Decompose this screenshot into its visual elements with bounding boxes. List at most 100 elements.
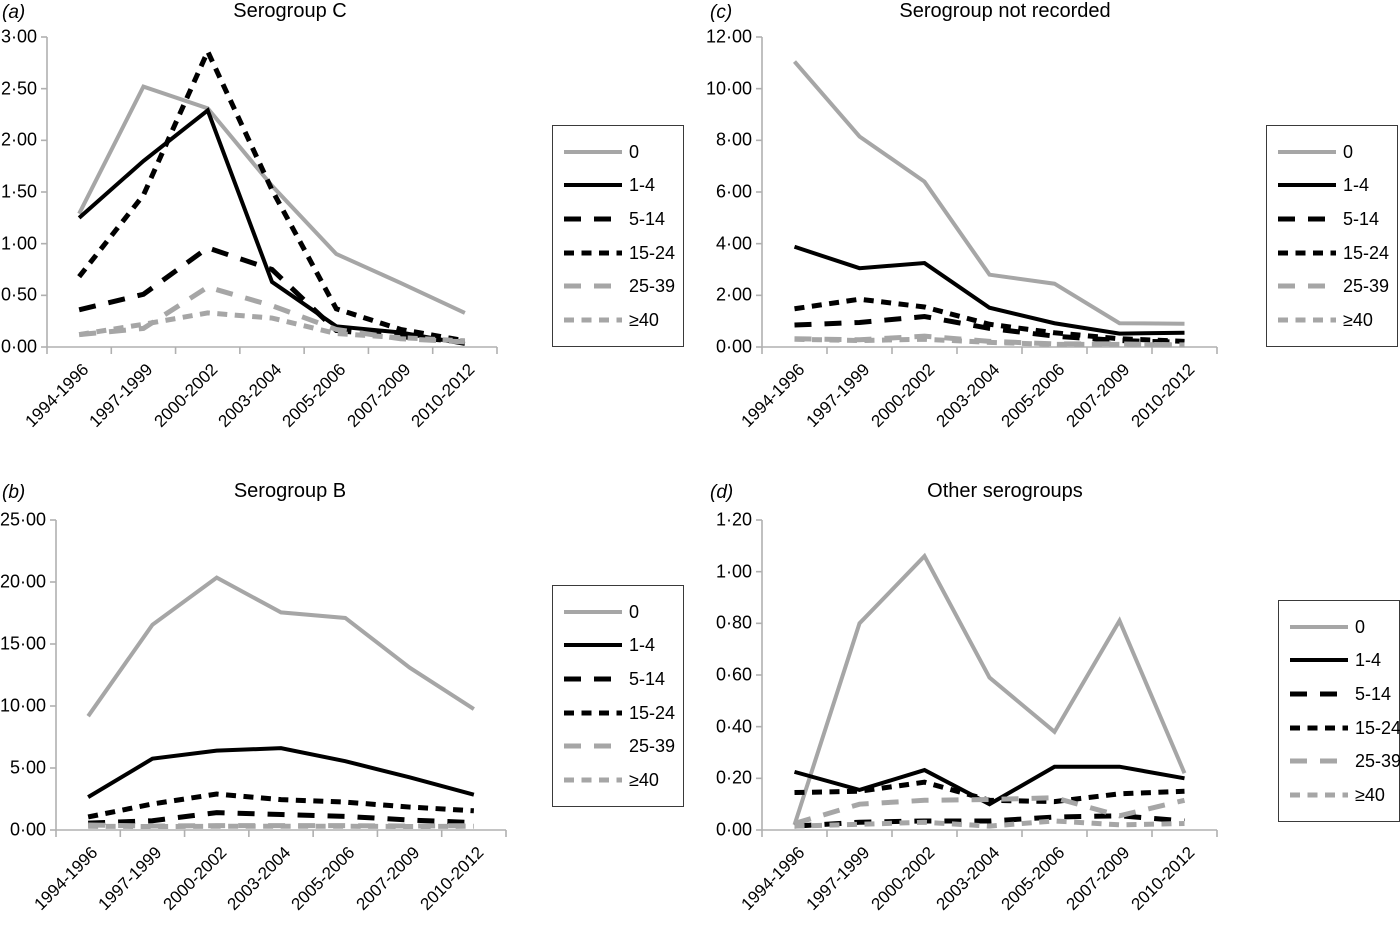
legend-label: ≥40	[626, 771, 659, 789]
legend-label: 0	[626, 603, 639, 621]
legend-label: 0	[626, 143, 639, 161]
legend-swatch-icon	[562, 279, 624, 293]
legend-label: 25-39	[1352, 752, 1400, 770]
legend-item-ge40[interactable]: ≥40	[1288, 782, 1393, 808]
legend-swatch-icon	[562, 605, 624, 619]
legend-swatch-icon	[562, 178, 624, 192]
legend-item-5-14[interactable]: 5-14	[562, 666, 677, 692]
legend-label: ≥40	[626, 311, 659, 329]
legend-label: 1-4	[1352, 651, 1381, 669]
legend-item-0[interactable]: 0	[1276, 139, 1391, 165]
legend-swatch-icon	[1276, 178, 1338, 192]
legend-swatch-icon	[1288, 754, 1350, 768]
legend-swatch-icon	[1276, 212, 1338, 226]
legend-label: 0	[1340, 143, 1353, 161]
y-tick-label: 1·00	[0, 233, 37, 254]
y-tick-label: 6·00	[700, 182, 752, 203]
legend-swatch-icon	[562, 212, 624, 226]
y-tick-label: 25·00	[0, 510, 46, 531]
legend-item-15-24[interactable]: 15-24	[1276, 240, 1391, 266]
legend-label: 15-24	[1352, 719, 1400, 737]
legend-item-1-4[interactable]: 1-4	[562, 172, 677, 198]
legend-swatch-icon	[562, 246, 624, 260]
legend-label: 5-14	[1352, 685, 1391, 703]
y-tick-label: 8·00	[700, 130, 752, 151]
legend-swatch-icon	[1276, 313, 1338, 327]
legend-d: 0 1-4 5-14 15-24 25-39 ≥40	[1278, 600, 1400, 822]
legend-a: 0 1-4 5-14 15-24 25-39 ≥40	[552, 125, 684, 347]
legend-item-0[interactable]: 0	[562, 139, 677, 165]
legend-item-15-24[interactable]: 15-24	[562, 700, 677, 726]
y-tick-label: 20·00	[0, 572, 46, 593]
series-line-0	[88, 578, 474, 717]
legend-swatch-icon	[562, 313, 624, 327]
y-tick-label: 2·00	[0, 130, 37, 151]
legend-swatch-icon	[1288, 653, 1350, 667]
series-line-0	[795, 62, 1185, 324]
y-tick-label: 10·00	[0, 696, 46, 717]
legend-item-25-39[interactable]: 25-39	[562, 733, 677, 759]
legend-item-1-4[interactable]: 1-4	[1276, 172, 1391, 198]
legend-swatch-icon	[1276, 279, 1338, 293]
legend-item-ge40[interactable]: ≥40	[562, 767, 677, 793]
legend-label: 25-39	[626, 737, 675, 755]
legend-swatch-icon	[562, 638, 624, 652]
y-tick-label: 0·00	[700, 337, 752, 358]
legend-label: 25-39	[626, 277, 675, 295]
legend-swatch-icon	[1276, 246, 1338, 260]
y-tick-label: 12·00	[700, 27, 752, 48]
y-tick-label: 0·00	[0, 820, 46, 841]
y-tick-label: 1·20	[700, 510, 752, 531]
legend-item-ge40[interactable]: ≥40	[562, 307, 677, 333]
legend-swatch-icon	[1288, 721, 1350, 735]
legend-c: 0 1-4 5-14 15-24 25-39 ≥40	[1266, 125, 1398, 347]
legend-swatch-icon	[562, 773, 624, 787]
legend-label: 15-24	[1340, 244, 1389, 262]
legend-swatch-icon	[1276, 145, 1338, 159]
legend-label: 1-4	[626, 636, 655, 654]
legend-label: 0	[1352, 618, 1365, 636]
legend-item-5-14[interactable]: 5-14	[562, 206, 677, 232]
y-tick-label: 2·00	[700, 285, 752, 306]
y-tick-label: 0·00	[700, 820, 752, 841]
legend-item-5-14[interactable]: 5-14	[1276, 206, 1391, 232]
y-tick-label: 4·00	[700, 233, 752, 254]
legend-item-5-14[interactable]: 5-14	[1288, 681, 1393, 707]
legend-item-15-24[interactable]: 15-24	[562, 240, 677, 266]
legend-swatch-icon	[562, 739, 624, 753]
y-tick-label: 0·50	[0, 285, 37, 306]
legend-item-0[interactable]: 0	[1288, 614, 1393, 640]
legend-label: 1-4	[626, 176, 655, 194]
y-tick-label: 2·50	[0, 78, 37, 99]
legend-label: 15-24	[626, 244, 675, 262]
y-tick-label: 3·00	[0, 27, 37, 48]
legend-label: 5-14	[1340, 210, 1379, 228]
legend-swatch-icon	[1288, 788, 1350, 802]
legend-label: ≥40	[1352, 786, 1385, 804]
legend-item-1-4[interactable]: 1-4	[1288, 647, 1393, 673]
y-tick-label: 15·00	[0, 634, 46, 655]
series-line-1-4	[795, 247, 1185, 334]
series-line-1-4	[79, 110, 465, 344]
y-tick-label: 1·50	[0, 182, 37, 203]
legend-label: 1-4	[1340, 176, 1369, 194]
legend-item-0[interactable]: 0	[562, 599, 677, 625]
y-tick-label: 0·80	[700, 613, 752, 634]
series-line-15-24	[79, 51, 465, 340]
y-tick-label: 0·40	[700, 716, 752, 737]
legend-item-1-4[interactable]: 1-4	[562, 632, 677, 658]
legend-item-25-39[interactable]: 25-39	[1288, 748, 1393, 774]
legend-item-15-24[interactable]: 15-24	[1288, 715, 1393, 741]
y-tick-label: 0·60	[700, 665, 752, 686]
legend-label: ≥40	[1340, 311, 1373, 329]
legend-swatch-icon	[1288, 620, 1350, 634]
series-line-15-24	[795, 782, 1185, 801]
legend-item-25-39[interactable]: 25-39	[562, 273, 677, 299]
legend-item-ge40[interactable]: ≥40	[1276, 307, 1391, 333]
legend-swatch-icon	[1288, 687, 1350, 701]
legend-item-25-39[interactable]: 25-39	[1276, 273, 1391, 299]
legend-b: 0 1-4 5-14 15-24 25-39 ≥40	[552, 585, 684, 807]
